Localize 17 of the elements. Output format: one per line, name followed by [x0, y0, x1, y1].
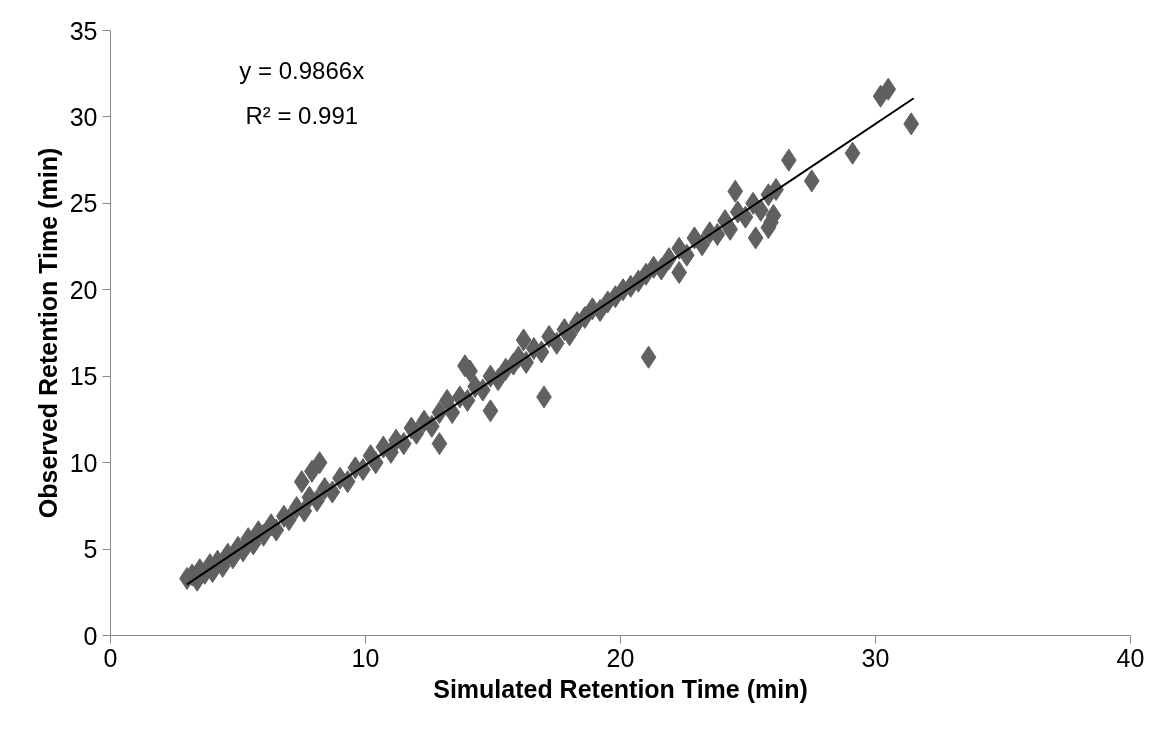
x-tick-label: 40 [1116, 643, 1145, 672]
y-axis-title: Observed Retention Time (min) [33, 147, 62, 519]
x-tick-label: 10 [351, 643, 380, 672]
x-axis-title: Simulated Retention Time (min) [433, 674, 808, 703]
y-tick-label: 25 [69, 189, 98, 218]
annotation: R² = 0.991 [245, 102, 359, 130]
y-tick-label: 0 [83, 621, 98, 650]
y-tick-label: 5 [83, 535, 98, 564]
x-tick-label: 0 [103, 643, 118, 672]
y-tick-label: 35 [69, 16, 98, 45]
y-tick-label: 10 [69, 448, 98, 477]
annotation: y = 0.9866x [239, 57, 365, 85]
x-tick-label: 30 [861, 643, 890, 672]
y-tick-label: 30 [69, 102, 98, 131]
y-tick-label: 20 [69, 275, 98, 304]
x-tick-label: 20 [606, 643, 635, 672]
y-tick-label: 15 [69, 362, 98, 391]
